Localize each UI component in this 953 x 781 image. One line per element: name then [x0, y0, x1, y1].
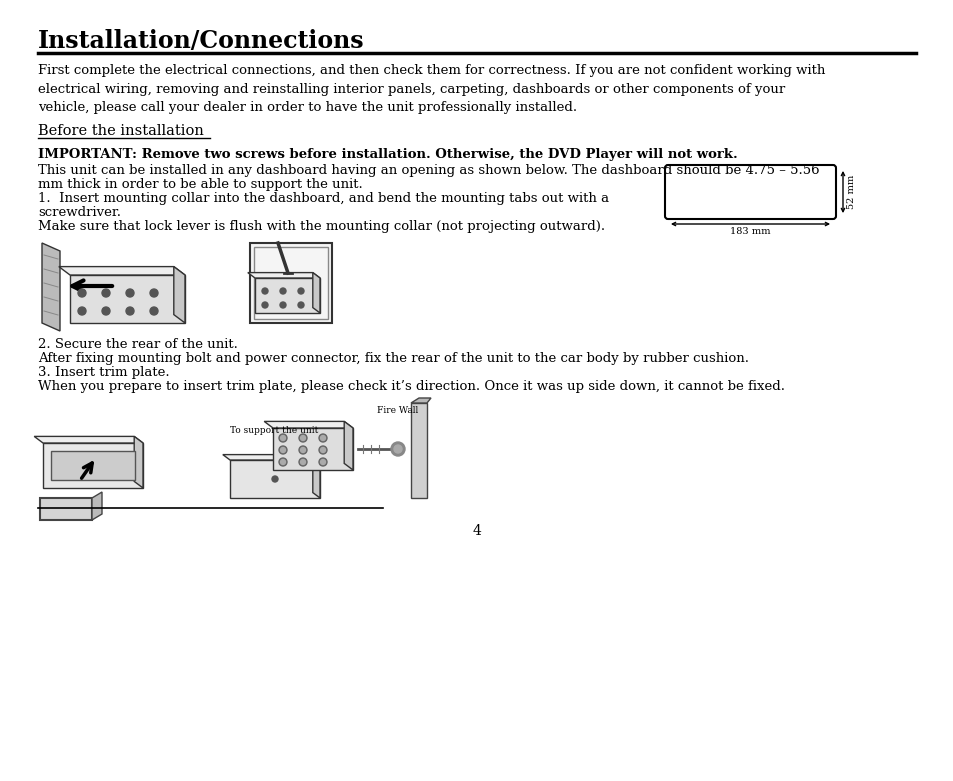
Circle shape: [318, 446, 327, 454]
Polygon shape: [254, 278, 319, 313]
Circle shape: [126, 307, 133, 315]
Circle shape: [150, 307, 158, 315]
Text: 3. Insert trim plate.: 3. Insert trim plate.: [38, 366, 170, 379]
Polygon shape: [42, 243, 60, 331]
Circle shape: [272, 476, 277, 482]
Circle shape: [280, 302, 286, 308]
Text: 1.  Insert mounting collar into the dashboard, and bend the mounting tabs out wi: 1. Insert mounting collar into the dashb…: [38, 192, 608, 205]
Polygon shape: [70, 275, 185, 323]
Circle shape: [278, 434, 287, 442]
Text: IMPORTANT: Remove two screws before installation. Otherwise, the DVD Player will: IMPORTANT: Remove two screws before inst…: [38, 148, 737, 161]
Circle shape: [297, 288, 304, 294]
Text: This unit can be installed in any dashboard having an opening as shown below. Th: This unit can be installed in any dashbo…: [38, 164, 819, 177]
Circle shape: [280, 448, 285, 452]
Text: mm thick in order to be able to support the unit.: mm thick in order to be able to support …: [38, 178, 362, 191]
Polygon shape: [313, 273, 319, 313]
Bar: [51, 451, 135, 480]
Circle shape: [297, 302, 304, 308]
Circle shape: [300, 459, 305, 465]
Polygon shape: [248, 273, 319, 278]
FancyBboxPatch shape: [664, 165, 835, 219]
Text: Make sure that lock lever is flush with the mounting collar (not projecting outw: Make sure that lock lever is flush with …: [38, 220, 604, 233]
Circle shape: [320, 448, 325, 452]
Circle shape: [298, 446, 307, 454]
Text: Before the installation: Before the installation: [38, 124, 204, 138]
Text: 2. Secure the rear of the unit.: 2. Secure the rear of the unit.: [38, 338, 237, 351]
Circle shape: [298, 434, 307, 442]
Circle shape: [262, 302, 268, 308]
Polygon shape: [344, 422, 353, 470]
Text: When you prepare to insert trim plate, please check it’s direction. Once it was : When you prepare to insert trim plate, p…: [38, 380, 784, 393]
Polygon shape: [264, 422, 353, 428]
Circle shape: [278, 458, 287, 466]
Text: Fire Wall: Fire Wall: [376, 406, 417, 415]
Polygon shape: [173, 266, 185, 323]
Text: After fixing mounting bolt and power connector, fix the rear of the unit to the : After fixing mounting bolt and power con…: [38, 352, 748, 365]
Polygon shape: [134, 437, 143, 488]
Polygon shape: [91, 492, 102, 520]
Circle shape: [320, 459, 325, 465]
Text: Installation/Connections: Installation/Connections: [38, 29, 364, 53]
Polygon shape: [230, 460, 319, 498]
Text: 183 mm: 183 mm: [729, 227, 770, 236]
Polygon shape: [411, 398, 431, 403]
Bar: [250, 243, 332, 323]
Circle shape: [300, 448, 305, 452]
Text: 4: 4: [472, 524, 481, 538]
Bar: [253, 247, 328, 319]
Circle shape: [262, 288, 268, 294]
Text: First complete the electrical connections, and then check them for correctness. : First complete the electrical connection…: [38, 64, 824, 114]
Polygon shape: [223, 455, 319, 460]
Circle shape: [280, 288, 286, 294]
Bar: [411, 403, 427, 498]
Text: screwdriver.: screwdriver.: [38, 206, 121, 219]
Polygon shape: [59, 266, 185, 275]
Polygon shape: [43, 443, 143, 488]
Text: 52 mm: 52 mm: [846, 175, 855, 209]
Circle shape: [102, 289, 110, 297]
Text: To support the unit: To support the unit: [230, 426, 318, 435]
Circle shape: [280, 459, 285, 465]
Circle shape: [318, 458, 327, 466]
Circle shape: [78, 307, 86, 315]
Circle shape: [298, 458, 307, 466]
Circle shape: [300, 436, 305, 440]
Circle shape: [320, 436, 325, 440]
Circle shape: [102, 307, 110, 315]
Circle shape: [280, 436, 285, 440]
Circle shape: [394, 445, 401, 453]
Polygon shape: [313, 455, 319, 498]
Polygon shape: [273, 428, 353, 470]
Circle shape: [126, 289, 133, 297]
Polygon shape: [34, 437, 143, 443]
Circle shape: [78, 289, 86, 297]
Circle shape: [391, 442, 405, 456]
Circle shape: [318, 434, 327, 442]
Bar: [40, 498, 91, 520]
Circle shape: [278, 446, 287, 454]
Circle shape: [150, 289, 158, 297]
